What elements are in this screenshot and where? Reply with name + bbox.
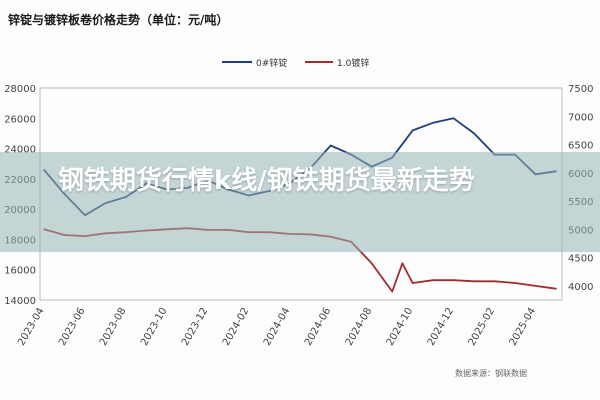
left-tick-label: 16000 (4, 266, 36, 277)
x-tick-label: 2023-10 (139, 306, 169, 348)
x-tick-label: 2023-06 (57, 306, 87, 348)
galvanized-point (452, 279, 455, 282)
zinc-point (473, 132, 475, 135)
chart-title: 锌锭与镀锌板卷价格走势（单位：元/吨） (8, 12, 228, 27)
zinc-point (432, 122, 434, 124)
right-tick-label: 7000 (568, 112, 593, 123)
right-tick-label: 6500 (568, 141, 593, 152)
x-tick-label: 2023-04 (16, 306, 46, 348)
headline-banner: 钢铁期货行情k线/钢铁期货最新走势 (0, 152, 600, 252)
x-tick-label: 2025-04 (508, 306, 538, 348)
galvanized-point (555, 287, 557, 290)
x-tick-label: 2023-08 (98, 306, 128, 348)
right-tick-label: 7500 (568, 84, 593, 95)
left-tick-label: 26000 (4, 114, 36, 125)
galvanized-point (534, 285, 537, 287)
legend-label-galvanized: 1.0镀锌 (337, 57, 369, 69)
galvanized-point (411, 282, 414, 284)
legend-label-zinc: 0#锌锭 (256, 57, 287, 69)
x-tick-label: 2024-04 (262, 306, 292, 348)
galvanized-point (401, 262, 404, 265)
galvanized-point (432, 279, 434, 282)
x-tick-label: 2024-08 (344, 306, 374, 348)
x-tick-label: 2025-02 (467, 306, 497, 348)
x-tick-label: 2024-10 (385, 306, 415, 348)
left-tick-label: 14000 (4, 296, 36, 307)
x-tick-label: 2024-02 (221, 306, 251, 348)
zinc-point (411, 129, 414, 132)
x-tick-label: 2024-06 (303, 306, 333, 348)
galvanized-point (514, 282, 516, 284)
galvanized-point (370, 262, 373, 265)
x-axis: 2023-04 2023-06 2023-08 2023-10 2023-12 2024-… (16, 306, 538, 348)
right-tick-label: 4500 (568, 254, 593, 265)
x-tick-label: 2023-12 (180, 306, 210, 348)
galvanized-point (493, 280, 496, 283)
left-tick-label: 28000 (4, 84, 36, 95)
legend: 0#锌锭 1.0镀锌 (222, 57, 369, 69)
galvanized-point (473, 280, 475, 283)
zinc-point (329, 144, 332, 147)
zinc-point (452, 117, 455, 120)
galvanized-point (381, 276, 383, 279)
data-source: 数据来源：钢联数据 (455, 368, 527, 378)
headline-text: 钢铁期货行情k线/钢铁期货最新走势 (58, 166, 475, 196)
x-tick-label: 2024-12 (426, 306, 456, 348)
left-tick-label: 24000 (4, 145, 36, 156)
right-tick-label: 4000 (568, 282, 593, 293)
galvanized-point (391, 290, 393, 293)
